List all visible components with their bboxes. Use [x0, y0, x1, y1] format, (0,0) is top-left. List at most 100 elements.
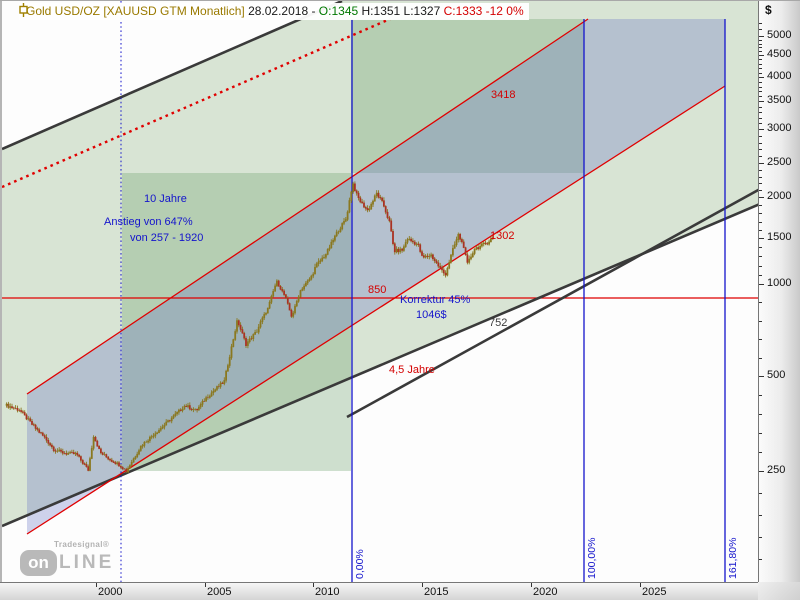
y-axis-tick [759, 47, 762, 49]
quote-open: O:1345 [318, 4, 359, 18]
y-axis-tick [759, 433, 762, 434]
y-axis-tick [759, 284, 764, 285]
x-axis-tick [422, 583, 423, 587]
y-axis-tick [759, 23, 762, 24]
x-axis-label-2005: 2005 [207, 586, 232, 598]
y-axis-tick [759, 376, 764, 377]
y-axis-tick [759, 471, 764, 472]
y-axis-tick [759, 101, 764, 102]
y-axis-tick [759, 183, 762, 185]
y-axis-tick [759, 339, 762, 341]
y-axis-tick [759, 163, 764, 164]
logo-line-text: LINE [59, 552, 115, 573]
y-axis-label-500: 500 [767, 369, 786, 381]
quote-date: 28.02.2018 - [248, 4, 316, 18]
y-axis-tick [759, 29, 762, 30]
y-axis-label-3500: 3500 [767, 94, 792, 106]
y-axis-label-1000: 1000 [767, 277, 792, 289]
y-axis-tick [759, 213, 762, 215]
y-axis-tick [759, 302, 762, 304]
y-axis-tick [759, 197, 764, 198]
y-axis-tick [759, 96, 762, 98]
annotation-4-5-jahre: 4,5 Jahre [389, 364, 435, 376]
annotation-850: 850 [368, 284, 387, 296]
tradesignal-logo: Tradesignal® on LINE [20, 540, 114, 576]
chart-plot-area[interactable]: Gold USD/OZ [XAUUSD GTM Monatlich] 28.02… [0, 1, 760, 582]
y-axis-tick [759, 247, 762, 249]
y-axis-label-4000: 4000 [767, 70, 792, 82]
y-axis-label-3000: 3000 [767, 122, 792, 134]
annotation-10-jahre: 10 Jahre [144, 193, 187, 205]
y-axis-tick [759, 91, 762, 93]
y-axis-tick [759, 156, 762, 158]
x-axis-label-2000: 2000 [98, 586, 123, 598]
y-axis-label-250: 250 [767, 464, 786, 476]
y-axis-tick [759, 117, 762, 119]
y-axis-tick [759, 395, 762, 396]
y-axis-tick [759, 274, 762, 276]
y-axis-label-1500: 1500 [767, 231, 792, 243]
quote-close-change: C:1333 -12 0% [443, 4, 524, 18]
time-axis[interactable]: 2000 2005 2010 2015 2020 2025 [0, 582, 758, 600]
tradesignal-brand-text: Tradesignal® [54, 540, 110, 549]
y-axis-label-4500: 4500 [767, 48, 792, 60]
x-axis-tick [313, 583, 314, 587]
y-axis-label-2000: 2000 [767, 190, 792, 202]
instrument-name: Gold USD/OZ [XAUUSD GTM Monatlich] [26, 4, 245, 18]
y-axis-tick [759, 129, 764, 130]
price-chart-canvas [2, 1, 760, 582]
y-axis-tick [759, 205, 762, 207]
annotation-anstieg-von-647-: Anstieg von 647% [104, 216, 193, 228]
y-axis-tick [759, 72, 762, 74]
y-axis-tick [759, 149, 762, 151]
fib-label-16180: 161,80% [727, 537, 739, 579]
y-axis-tick [759, 55, 764, 56]
annotation-3418: 3418 [491, 89, 516, 101]
annotation-korrektur-45-: Korrektur 45% [400, 294, 471, 306]
x-axis-label-2020: 2020 [533, 586, 558, 598]
y-axis-tick [759, 36, 764, 37]
y-axis-tick [759, 39, 762, 41]
x-axis-tick [96, 583, 97, 587]
y-axis-tick [759, 221, 762, 223]
annotation-1302: 1302 [490, 230, 515, 242]
x-axis-tick [531, 583, 532, 587]
axis-corner [758, 582, 800, 600]
y-axis-tick [759, 559, 762, 560]
y-axis-tick [759, 537, 762, 538]
y-axis-tick [759, 320, 762, 322]
y-axis-tick [759, 414, 762, 415]
y-axis-tick [759, 176, 762, 178]
y-axis-tick [759, 256, 762, 258]
price-axis-unit: $ [765, 3, 772, 17]
y-axis-tick [759, 493, 762, 494]
chart-title: Gold USD/OZ [XAUUSD GTM Monatlich] 28.02… [19, 3, 529, 20]
y-axis-tick [759, 63, 762, 65]
y-axis-tick [759, 229, 762, 231]
annotation-1046-: 1046$ [416, 309, 447, 321]
fib-label-10000: 100,00% [586, 537, 598, 579]
y-axis-tick [759, 59, 762, 61]
x-axis-tick [640, 583, 641, 587]
price-axis[interactable]: $ 5000 4500 4000 3500 3000 2500 2000 1500 1000 50… [758, 1, 800, 582]
x-axis-label-2010: 2010 [315, 586, 340, 598]
y-axis-tick [759, 169, 762, 171]
y-axis-tick [759, 68, 762, 70]
y-axis-tick [759, 238, 764, 239]
annotation-752: 752 [489, 317, 508, 329]
y-axis-tick [759, 265, 762, 267]
quote-high-low: H:1351 L:1327 [361, 4, 441, 18]
y-axis-tick [759, 81, 762, 83]
y-axis-label-2500: 2500 [767, 156, 792, 168]
logo-on-badge: on [20, 550, 57, 576]
y-axis-tick [759, 77, 764, 78]
annotation-von-257-1920: von 257 - 1920 [130, 232, 204, 244]
y-axis-tick [759, 515, 762, 516]
y-axis-tick [759, 135, 762, 137]
y-axis-tick [759, 86, 762, 88]
x-axis-tick [205, 583, 206, 587]
y-axis-tick [759, 43, 762, 45]
fib-label-000: 0,00% [354, 549, 366, 579]
y-axis-tick [759, 452, 762, 453]
